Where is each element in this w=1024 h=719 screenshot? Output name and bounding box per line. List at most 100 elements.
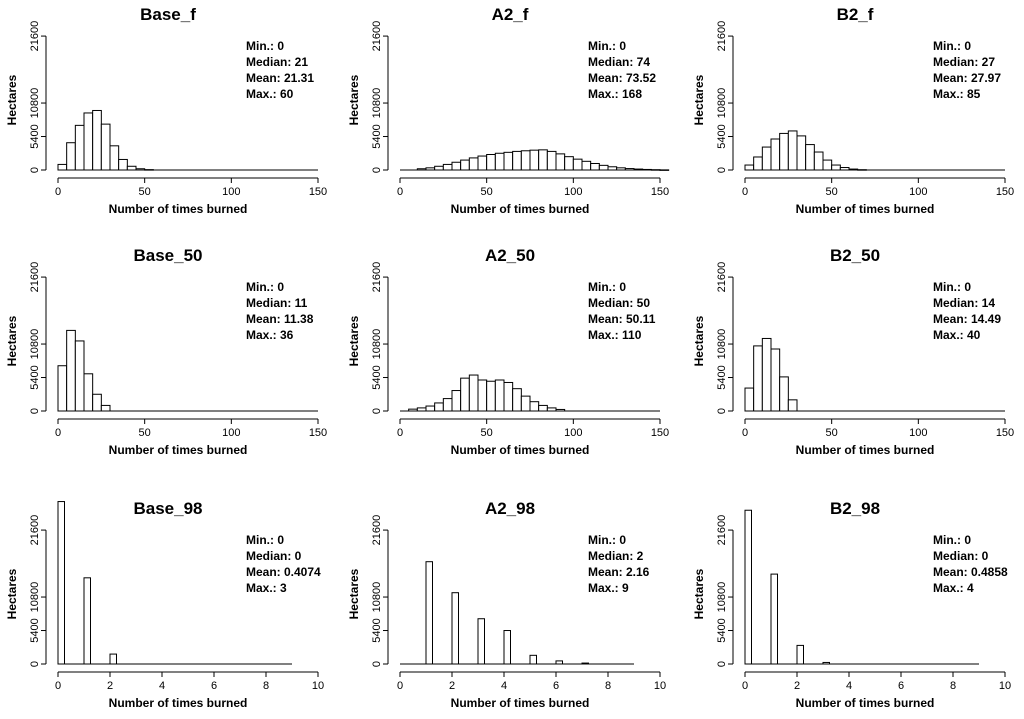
y-tick-label: 21600 — [716, 515, 728, 546]
summary-stat: Median: 14 — [933, 296, 995, 310]
histogram-panel: Base_f 0 50 100 150 Number of times burned 0 54… — [5, 5, 327, 216]
histogram-bar — [805, 144, 815, 171]
histogram-bar — [468, 374, 479, 412]
histogram-bar — [83, 112, 94, 171]
y-axis-label: Hectares — [692, 74, 706, 125]
summary-stat: Mean: 14.49 — [933, 312, 1001, 326]
histogram-bar — [494, 152, 505, 171]
x-tick-label: 50 — [139, 427, 151, 439]
y-tick-label: 0 — [29, 408, 41, 414]
histogram-bar — [546, 150, 557, 171]
x-tick-label: 4 — [846, 680, 852, 692]
histogram-bar — [425, 405, 436, 412]
histogram-bar — [822, 159, 833, 171]
histogram-panel: Base_98 0 2 4 6 8 10 Number of times burned 0 540… — [5, 499, 324, 710]
x-tick-label: 2 — [794, 680, 800, 692]
summary-stat: Min.: 0 — [588, 533, 626, 547]
summary-stat: Min.: 0 — [933, 280, 971, 294]
histogram-bar — [753, 156, 763, 171]
histogram-bar — [57, 501, 65, 665]
panel-title: Base_98 — [133, 499, 202, 518]
y-axis-label: Hectares — [692, 568, 706, 619]
x-tick-label: 6 — [553, 680, 559, 692]
histogram-bar — [831, 164, 841, 171]
histogram-panel: A2_50 0 50 100 150 Number of times burned 0 540… — [347, 246, 669, 457]
histogram-bar — [451, 390, 462, 412]
panel-title: A2_50 — [485, 246, 535, 265]
x-tick-label: 0 — [742, 680, 748, 692]
histogram-bar — [425, 561, 433, 665]
summary-stat: Median: 11 — [246, 296, 308, 310]
x-tick-label: 0 — [55, 680, 61, 692]
summary-stat: Median: 50 — [588, 296, 650, 310]
summary-stat: Mean: 0.4858 — [933, 565, 1008, 579]
summary-stat: Max.: 85 — [933, 87, 981, 101]
histogram-bar — [779, 132, 789, 171]
y-tick-label: 5400 — [716, 618, 728, 642]
histogram-bar — [779, 376, 789, 412]
x-axis-label: Number of times burned — [109, 696, 248, 710]
histogram-bar — [126, 165, 137, 171]
panel-title: Base_50 — [133, 246, 202, 265]
y-tick-label: 5400 — [716, 365, 728, 389]
y-axis-label: Hectares — [347, 315, 361, 366]
histogram-bar — [118, 158, 128, 171]
histogram-bar — [787, 130, 798, 171]
summary-stat: Min.: 0 — [246, 533, 284, 547]
histogram-bar — [555, 153, 566, 171]
histogram-bar — [503, 630, 511, 665]
histogram-bar — [796, 135, 807, 171]
x-tick-label: 100 — [222, 427, 240, 439]
x-tick-label: 0 — [742, 427, 748, 439]
histogram-bar — [57, 163, 68, 171]
histogram-bar — [66, 329, 76, 412]
histogram-bar — [581, 160, 592, 171]
y-tick-label: 21600 — [371, 262, 383, 293]
y-tick-label: 0 — [716, 408, 728, 414]
histogram-bar — [434, 165, 444, 171]
summary-stat: Max.: 60 — [246, 87, 294, 101]
y-tick-label: 21600 — [716, 262, 728, 293]
histogram-panel: B2_f 0 50 100 150 Number of times burned 0 5400… — [692, 5, 1014, 216]
x-tick-label: 8 — [263, 680, 269, 692]
y-tick-label: 10800 — [716, 88, 728, 119]
histogram-bar — [503, 381, 514, 412]
x-tick-label: 0 — [397, 427, 403, 439]
summary-stat: Min.: 0 — [588, 39, 626, 53]
histogram-bar — [520, 150, 531, 171]
histogram-bar — [590, 162, 600, 171]
histogram-bar — [529, 654, 537, 665]
histogram-panel: B2_50 0 50 100 150 Number of times burned 0 540… — [692, 246, 1014, 457]
histogram-bar — [100, 123, 111, 171]
y-tick-label: 21600 — [716, 21, 728, 52]
summary-stat: Max.: 40 — [933, 328, 981, 342]
summary-stat: Max.: 110 — [588, 328, 642, 342]
histogram-bar — [512, 150, 522, 171]
y-tick-label: 10800 — [371, 582, 383, 613]
y-tick-label: 21600 — [29, 262, 41, 293]
panel-title: A2_f — [492, 5, 529, 24]
y-tick-label: 10800 — [716, 582, 728, 613]
histogram-bar — [770, 348, 781, 412]
summary-stat: Max.: 36 — [246, 328, 294, 342]
histogram-bar — [92, 109, 102, 171]
x-tick-label: 0 — [742, 186, 748, 198]
histogram-bar — [659, 169, 670, 171]
panel-title: B2_50 — [830, 246, 880, 265]
x-tick-label: 8 — [605, 680, 611, 692]
x-axis-label: Number of times burned — [451, 443, 590, 457]
histogram-bar — [529, 149, 540, 171]
histogram-bar — [460, 159, 470, 171]
summary-stat: Min.: 0 — [588, 280, 626, 294]
histogram-bar — [787, 399, 798, 412]
x-tick-label: 50 — [481, 186, 493, 198]
histogram-bar — [512, 388, 522, 412]
y-tick-label: 10800 — [716, 329, 728, 360]
x-tick-label: 100 — [222, 186, 240, 198]
x-tick-label: 150 — [996, 427, 1014, 439]
y-tick-label: 5400 — [371, 124, 383, 148]
y-tick-label: 10800 — [371, 329, 383, 360]
y-tick-label: 0 — [29, 167, 41, 173]
summary-stat: Mean: 0.4074 — [246, 565, 321, 579]
